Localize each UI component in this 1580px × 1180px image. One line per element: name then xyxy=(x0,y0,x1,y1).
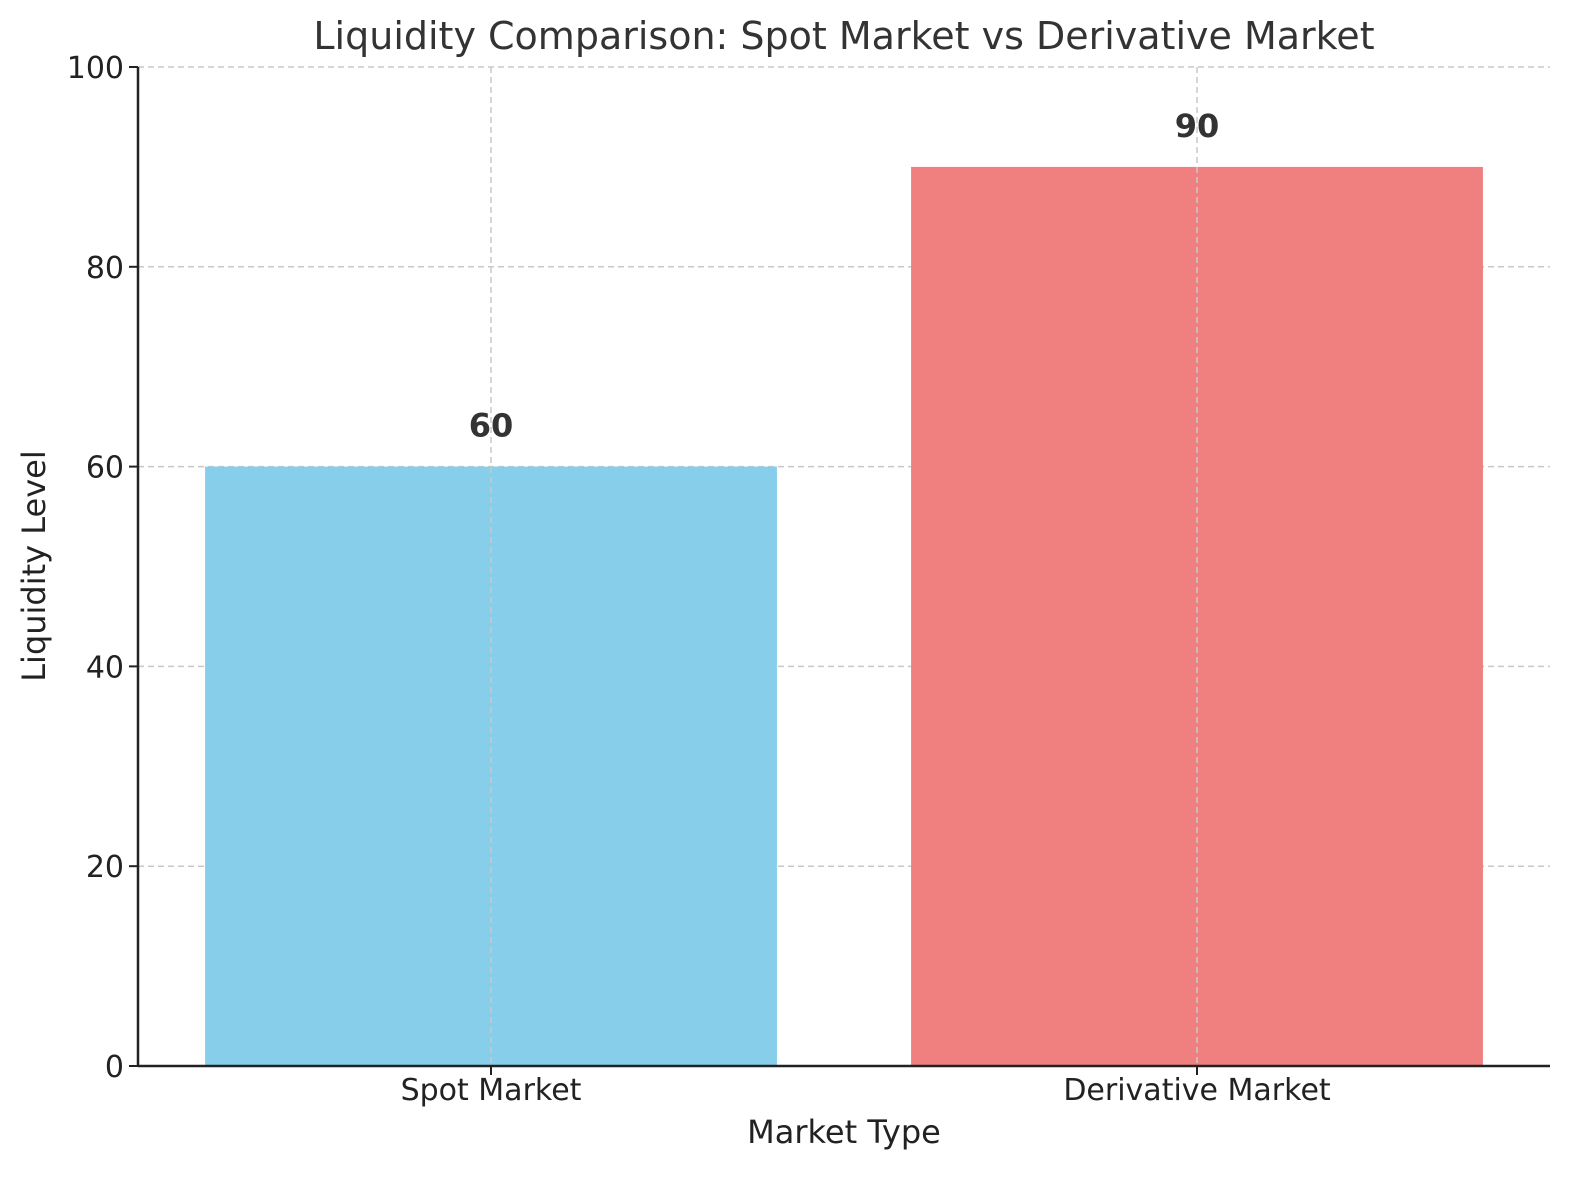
bar-value-label: 60 xyxy=(469,407,514,445)
y-tick-label: 80 xyxy=(86,251,124,286)
data-labels-layer: 60 90 xyxy=(469,107,1220,445)
y-tick-label: 0 xyxy=(105,1050,124,1085)
axes-layer xyxy=(136,67,1550,1068)
y-tick-label: 100 xyxy=(67,51,124,86)
x-axis-title: Market Type xyxy=(747,1113,941,1151)
bars-layer xyxy=(205,67,1483,1067)
chart-title: Liquidity Comparison: Spot Market vs Der… xyxy=(313,14,1374,58)
x-tick-label: Spot Market xyxy=(401,1073,582,1108)
bar-value-label: 90 xyxy=(1175,107,1220,145)
y-tick-label: 40 xyxy=(86,650,124,685)
bar xyxy=(911,166,1483,1066)
y-tick-label: 20 xyxy=(86,850,124,885)
x-tick-label: Derivative Market xyxy=(1063,1073,1331,1108)
y-tick-label: 60 xyxy=(86,451,124,486)
bar xyxy=(205,466,777,1067)
y-axis-title: Liquidity Level xyxy=(15,450,53,682)
ticks-layer: 0 20 40 60 80 100 Spot Market Derivative Market xyxy=(67,51,1331,1108)
